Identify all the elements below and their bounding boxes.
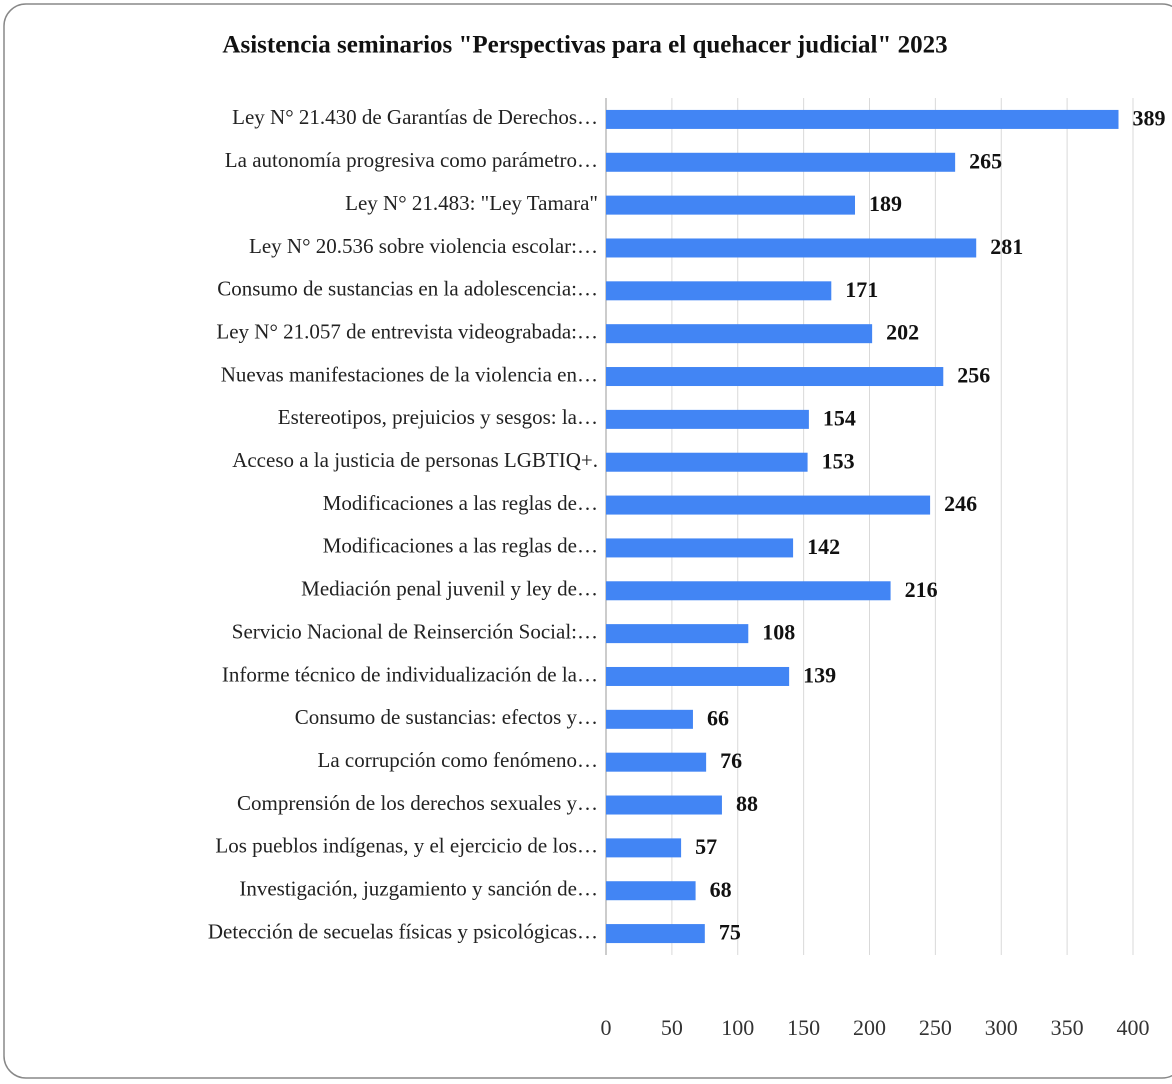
x-tick-label: 150 <box>787 1015 820 1040</box>
data-label: 57 <box>695 834 717 859</box>
y-tick-label: Modificaciones a las reglas de… <box>323 491 598 515</box>
bar <box>606 409 809 429</box>
x-tick-label: 200 <box>853 1015 886 1040</box>
data-label: 216 <box>905 577 938 602</box>
y-tick-label: Consumo de sustancias: efectos y… <box>295 705 598 729</box>
x-tick-label: 250 <box>919 1015 952 1040</box>
data-label: 389 <box>1133 105 1166 130</box>
chart-border <box>3 3 1172 1079</box>
bar <box>606 452 808 472</box>
bar <box>606 495 931 515</box>
data-label: 76 <box>720 748 742 773</box>
x-tick-label: 300 <box>985 1015 1018 1040</box>
y-tick-label: Nuevas manifestaciones de la violencia e… <box>221 362 598 386</box>
y-tick-label: Ley N° 21.057 de entrevista videograbada… <box>216 319 598 343</box>
bar <box>606 838 682 858</box>
data-label: 75 <box>719 920 741 945</box>
bar <box>606 624 749 644</box>
bar <box>606 152 956 172</box>
bar <box>606 666 790 686</box>
data-label: 142 <box>807 534 840 559</box>
data-label: 88 <box>736 791 758 816</box>
bar <box>606 281 832 301</box>
y-tick-label: Ley N° 21.430 de Garantías de Derechos… <box>232 105 598 129</box>
y-tick-label: Modificaciones a las reglas de… <box>323 534 598 558</box>
y-tick-label: Detección de secuelas físicas y psicológ… <box>208 919 598 943</box>
bar <box>606 881 696 901</box>
bar <box>606 238 977 258</box>
data-label: 246 <box>944 491 977 516</box>
bar <box>606 367 944 387</box>
chart-title: Asistencia seminarios "Perspectivas para… <box>222 32 947 59</box>
data-label: 202 <box>886 320 919 345</box>
y-tick-label: Acceso a la justicia de personas LGBTIQ+… <box>232 448 598 472</box>
y-tick-label: Mediación penal juvenil y ley de… <box>301 577 598 601</box>
data-label: 153 <box>822 448 855 473</box>
y-tick-label: Ley N° 20.536 sobre violencia escolar:… <box>249 234 598 258</box>
y-tick-label: La corrupción como fenómeno… <box>318 748 599 772</box>
y-tick-label: Servicio Nacional de Reinserción Social:… <box>232 619 598 643</box>
data-label: 108 <box>762 620 795 645</box>
bar <box>606 709 693 729</box>
data-label: 66 <box>707 705 729 730</box>
y-tick-label: Ley N° 21.483: "Ley Tamara" <box>345 191 598 215</box>
y-tick-label: Estereotipos, prejuicios y sesgos: la… <box>278 405 598 429</box>
bar <box>606 581 891 601</box>
bar <box>606 538 794 558</box>
y-tick-label: Informe técnico de individualización de … <box>222 662 598 686</box>
data-label: 68 <box>710 877 732 902</box>
data-label: 281 <box>990 234 1023 259</box>
data-label: 139 <box>803 663 836 688</box>
x-tick-label: 400 <box>1117 1015 1150 1040</box>
data-label: 171 <box>845 277 878 302</box>
data-label: 154 <box>823 405 856 430</box>
x-tick-label: 50 <box>661 1015 683 1040</box>
y-tick-label: Consumo de sustancias en la adolescencia… <box>217 277 598 301</box>
y-tick-label: Los pueblos indígenas, y el ejercicio de… <box>215 834 598 858</box>
bar <box>606 324 873 344</box>
bar <box>606 752 707 772</box>
x-tick-label: 0 <box>601 1015 612 1040</box>
bar <box>606 924 705 944</box>
bar <box>606 195 856 215</box>
y-tick-label: La autonomía progresiva como parámetro… <box>225 148 598 172</box>
y-tick-label: Comprensión de los derechos sexuales y… <box>237 791 598 815</box>
bar <box>606 109 1119 129</box>
data-label: 189 <box>869 191 902 216</box>
x-tick-label: 100 <box>721 1015 754 1040</box>
y-tick-label: Investigación, juzgamiento y sanción de… <box>239 877 598 901</box>
x-tick-label: 350 <box>1051 1015 1084 1040</box>
data-label: 265 <box>969 148 1002 173</box>
data-label: 256 <box>957 363 990 388</box>
bar <box>606 795 722 815</box>
